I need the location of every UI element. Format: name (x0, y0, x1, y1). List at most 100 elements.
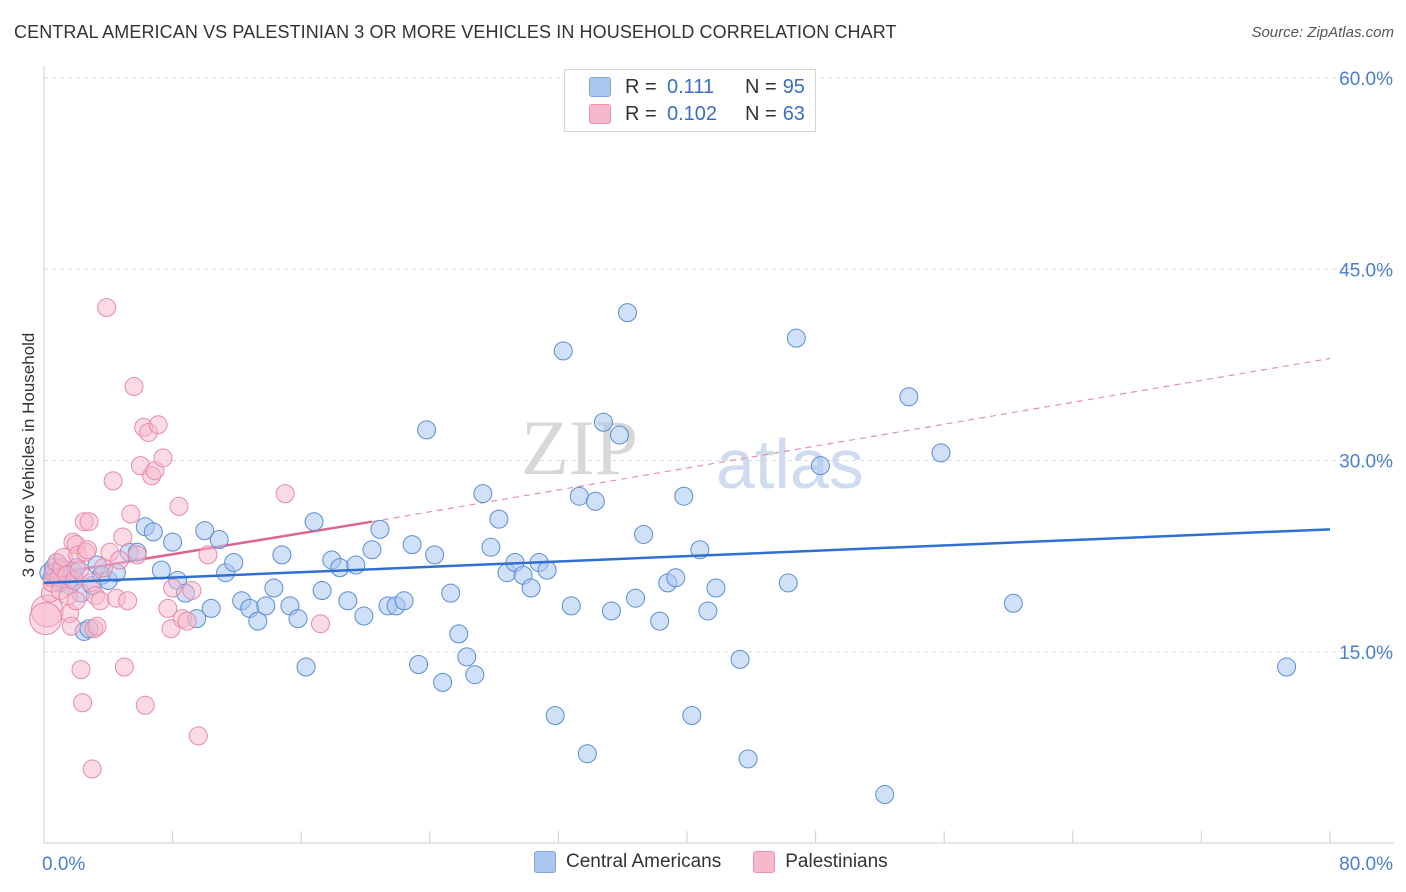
data-point-palestinian (79, 512, 99, 532)
legend-n-label: N = (745, 75, 777, 98)
data-point-palestinian (77, 540, 97, 560)
series-legend: Central Americans Palestinians (534, 851, 920, 873)
trend-central-americans (43, 528, 1331, 585)
data-point-central-american (473, 484, 493, 504)
data-point-central-american (224, 553, 244, 572)
points-central-americans (39, 91, 1297, 805)
data-point-palestinian (158, 598, 178, 618)
legend-r-value: 0.111 (667, 75, 715, 98)
data-point-central-american (521, 578, 541, 598)
data-point-central-american (264, 578, 284, 598)
data-point-central-american (288, 609, 308, 629)
data-point-central-american (209, 530, 229, 550)
data-point-central-american (402, 535, 422, 555)
data-point-central-american (1277, 657, 1297, 677)
trend-palestinians (43, 357, 1331, 577)
data-point-palestinian (71, 660, 91, 680)
legend-swatch-palestinians (753, 851, 776, 873)
legend-n-label: N = (745, 102, 777, 125)
data-point-central-american (537, 560, 557, 580)
data-point-palestinian (163, 578, 183, 598)
data-point-central-american (354, 606, 374, 626)
data-point-central-american (256, 596, 276, 616)
data-point-central-american (370, 519, 390, 539)
legend-swatch-central-americans (589, 77, 611, 97)
data-point-central-american (481, 537, 501, 557)
data-point-central-american (682, 706, 702, 725)
stats-legend: R = 0.111 N = 95 R = 0.102 N = 63 (564, 69, 816, 132)
data-point-central-american (272, 545, 292, 565)
data-point-palestinian (118, 591, 138, 611)
data-point-central-american (593, 412, 613, 432)
trend-line-central-americans (43, 528, 1331, 585)
data-point-central-american (457, 647, 477, 667)
data-point-central-american (738, 749, 758, 769)
data-point-central-american (666, 568, 686, 588)
legend-item-central-americans[interactable]: Central Americans (534, 851, 721, 873)
data-point-central-american (634, 524, 654, 544)
legend-n-value: 63 (782, 102, 805, 125)
data-point-central-american (650, 611, 670, 631)
data-point-palestinian (124, 377, 144, 397)
legend-n-value: 95 (782, 75, 805, 98)
data-point-palestinian (90, 591, 110, 611)
y-tick-label: 30.0% (1339, 452, 1393, 473)
legend-row-central-americans: R = 0.111 N = 95 (589, 73, 805, 101)
data-point-central-american (810, 456, 830, 476)
source-label: Source: ZipAtlas.com (1251, 24, 1394, 41)
data-point-central-american (465, 665, 485, 685)
data-point-central-american (545, 706, 565, 725)
x-tick-label: 0.0% (42, 854, 85, 875)
data-point-central-american (1003, 593, 1023, 613)
legend-r-label: R = (625, 102, 657, 125)
data-point-palestinian (169, 496, 189, 516)
data-point-palestinian (103, 471, 123, 491)
data-point-central-american (394, 591, 414, 611)
data-point-central-american (778, 573, 798, 593)
data-point-palestinian (177, 611, 197, 631)
legend-r-label: R = (625, 75, 657, 98)
data-point-central-american (330, 558, 350, 578)
data-point-central-american (561, 596, 581, 616)
data-point-central-american (312, 581, 332, 601)
data-point-central-american (195, 521, 215, 541)
data-point-central-american (338, 591, 358, 611)
data-point-central-american (585, 491, 605, 511)
data-point-central-american (489, 509, 509, 529)
y-tick-label: 45.0% (1339, 260, 1393, 281)
data-point-central-american (304, 512, 324, 532)
data-point-palestinian (87, 616, 107, 636)
data-point-central-american (875, 785, 895, 805)
watermark-atlas: atlas (716, 425, 864, 503)
legend-swatch-central-americans (534, 851, 556, 873)
gridlines (44, 77, 1394, 653)
data-point-central-american (433, 672, 453, 692)
y-tick-label: 60.0% (1339, 69, 1393, 90)
legend-row-palestinians: R = 0.102 N = 63 (589, 100, 805, 128)
chart-title: CENTRAL AMERICAN VS PALESTINIAN 3 OR MOR… (14, 22, 897, 42)
data-point-palestinian (113, 527, 133, 547)
legend-item-palestinians[interactable]: Palestinians (753, 851, 888, 873)
data-point-palestinian (310, 614, 330, 634)
data-point-palestinian (275, 484, 295, 504)
tick-labels: 15.0% 30.0% 45.0% 60.0% 0.0% 80.0% (42, 69, 1393, 875)
legend-label-palestinians: Palestinians (785, 851, 888, 872)
data-point-central-american (417, 420, 437, 440)
data-point-palestinian (135, 695, 155, 715)
data-point-central-american (201, 598, 221, 618)
data-point-central-american (618, 303, 638, 323)
data-point-central-american (163, 532, 183, 552)
watermark-zip: ZIP (521, 404, 638, 491)
data-point-central-american (674, 486, 694, 506)
data-point-palestinian (153, 448, 173, 468)
data-point-central-american (577, 744, 597, 764)
legend-label-central-americans: Central Americans (566, 851, 722, 872)
data-point-central-american (931, 443, 951, 463)
data-point-central-american (409, 655, 429, 674)
data-point-central-american (425, 545, 445, 565)
data-point-palestinian (188, 726, 208, 746)
data-point-central-american (296, 657, 316, 677)
legend-r-value: 0.102 (667, 102, 718, 125)
data-point-palestinian (182, 581, 202, 601)
